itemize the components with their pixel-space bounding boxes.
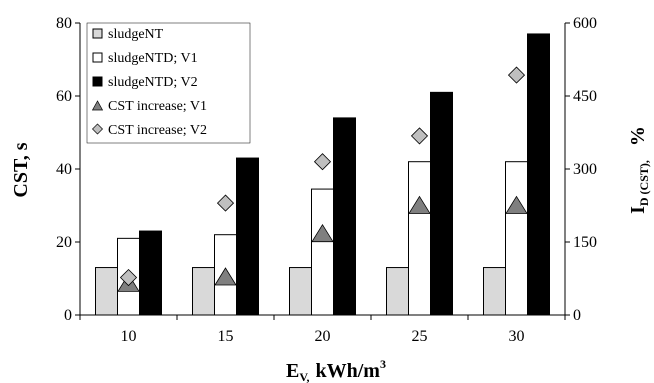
- legend-swatch-cst-increase-v1: [91, 100, 104, 111]
- legend-label-sludge-ntd-v1: sludgeNTD; V1: [108, 51, 198, 66]
- marker-cst-increase-v2-30: [507, 66, 526, 84]
- x-tick-label: 15: [218, 328, 234, 345]
- markers-layer: [117, 66, 528, 292]
- legend-box: [86, 22, 251, 144]
- marker-cst-increase-v2-10: [119, 268, 138, 287]
- x-tick-label: 25: [412, 328, 428, 345]
- y-right-tick-label: 450: [573, 88, 597, 105]
- x-title-main: E: [286, 360, 299, 382]
- bar-sludgentd-v2-15: [236, 157, 259, 316]
- ticks-layer: 0 20 40 60 80 0 150 300 450 600 10 15 20 25 30: [56, 15, 597, 345]
- x-tick-label: 20: [315, 328, 331, 345]
- bar-sludgentd-v1-25: [408, 161, 431, 316]
- y-right-axis-title: ID (CST),%: [627, 126, 651, 214]
- marker-cst-increase-v2-15: [216, 194, 235, 212]
- bar-sludgentd-v2-30: [527, 33, 550, 316]
- bar-sludgent-15: [192, 267, 215, 316]
- legend-swatch-sludge-ntd-v2: [92, 76, 103, 87]
- y-left-tick-label: 0: [64, 307, 72, 324]
- y-right-tick-label: 300: [573, 161, 597, 178]
- bar-sludgentd-v1-30: [505, 161, 528, 316]
- y-left-tick-label: 80: [56, 15, 72, 32]
- y-right-tick-label: 150: [573, 234, 597, 251]
- x-title-sub: V,: [299, 370, 309, 383]
- x-axis-title: EV, kWh/m3: [286, 357, 386, 383]
- legend-label-cst-increase-v2: CST increase; V2: [108, 123, 207, 138]
- legend-swatch-sludge-nt: [92, 28, 103, 39]
- bar-sludgent-30: [483, 267, 506, 316]
- bar-sludgentd-v1-20: [311, 188, 334, 316]
- y-left-tick-label: 20: [56, 234, 72, 251]
- bar-sludgentd-v2-25: [430, 91, 453, 316]
- legend-label-cst-increase-v1: CST increase; V1: [108, 99, 207, 114]
- marker-cst-increase-v2-20: [313, 153, 332, 171]
- y-right-tick-label: 0: [573, 307, 581, 324]
- bar-sludgentd-v2-20: [333, 117, 356, 316]
- y-right-title-unit: %: [627, 126, 649, 146]
- bar-sludgent-20: [289, 267, 312, 316]
- legend-swatch-sludge-ntd-v1: [92, 52, 103, 63]
- x-title-unit: kWh/m: [316, 360, 381, 382]
- bar-sludgent-25: [386, 267, 409, 316]
- marker-cst-increase-v1-30: [505, 195, 528, 214]
- y-right-tick-label: 600: [573, 15, 597, 32]
- legend: sludgeNT sludgeNTD; V1 sludgeNTD; V2 CST…: [86, 22, 251, 144]
- marker-cst-increase-v1-25: [408, 195, 431, 214]
- legend-label-sludge-ntd-v2: sludgeNTD; V2: [108, 75, 198, 90]
- marker-cst-increase-v2-25: [410, 127, 429, 145]
- marker-cst-increase-v1-20: [311, 223, 334, 243]
- bar-sludgentd-v2-10: [139, 230, 162, 316]
- y-left-tick-label: 60: [56, 88, 72, 105]
- bar-sludgent-10: [95, 267, 118, 316]
- x-title-sup: 3: [380, 357, 386, 371]
- y-right-title-main: I: [627, 206, 649, 214]
- x-tick-label: 30: [509, 328, 525, 345]
- y-left-axis-title: CST, s: [10, 142, 32, 197]
- y-left-tick-label: 40: [56, 161, 72, 178]
- y-right-title-sub: D (CST),: [637, 160, 651, 206]
- legend-label-sludge-nt: sludgeNT: [108, 27, 164, 42]
- marker-cst-increase-v1-15: [214, 267, 237, 286]
- x-tick-label: 10: [121, 328, 137, 345]
- legend-swatch-cst-increase-v2: [92, 123, 103, 135]
